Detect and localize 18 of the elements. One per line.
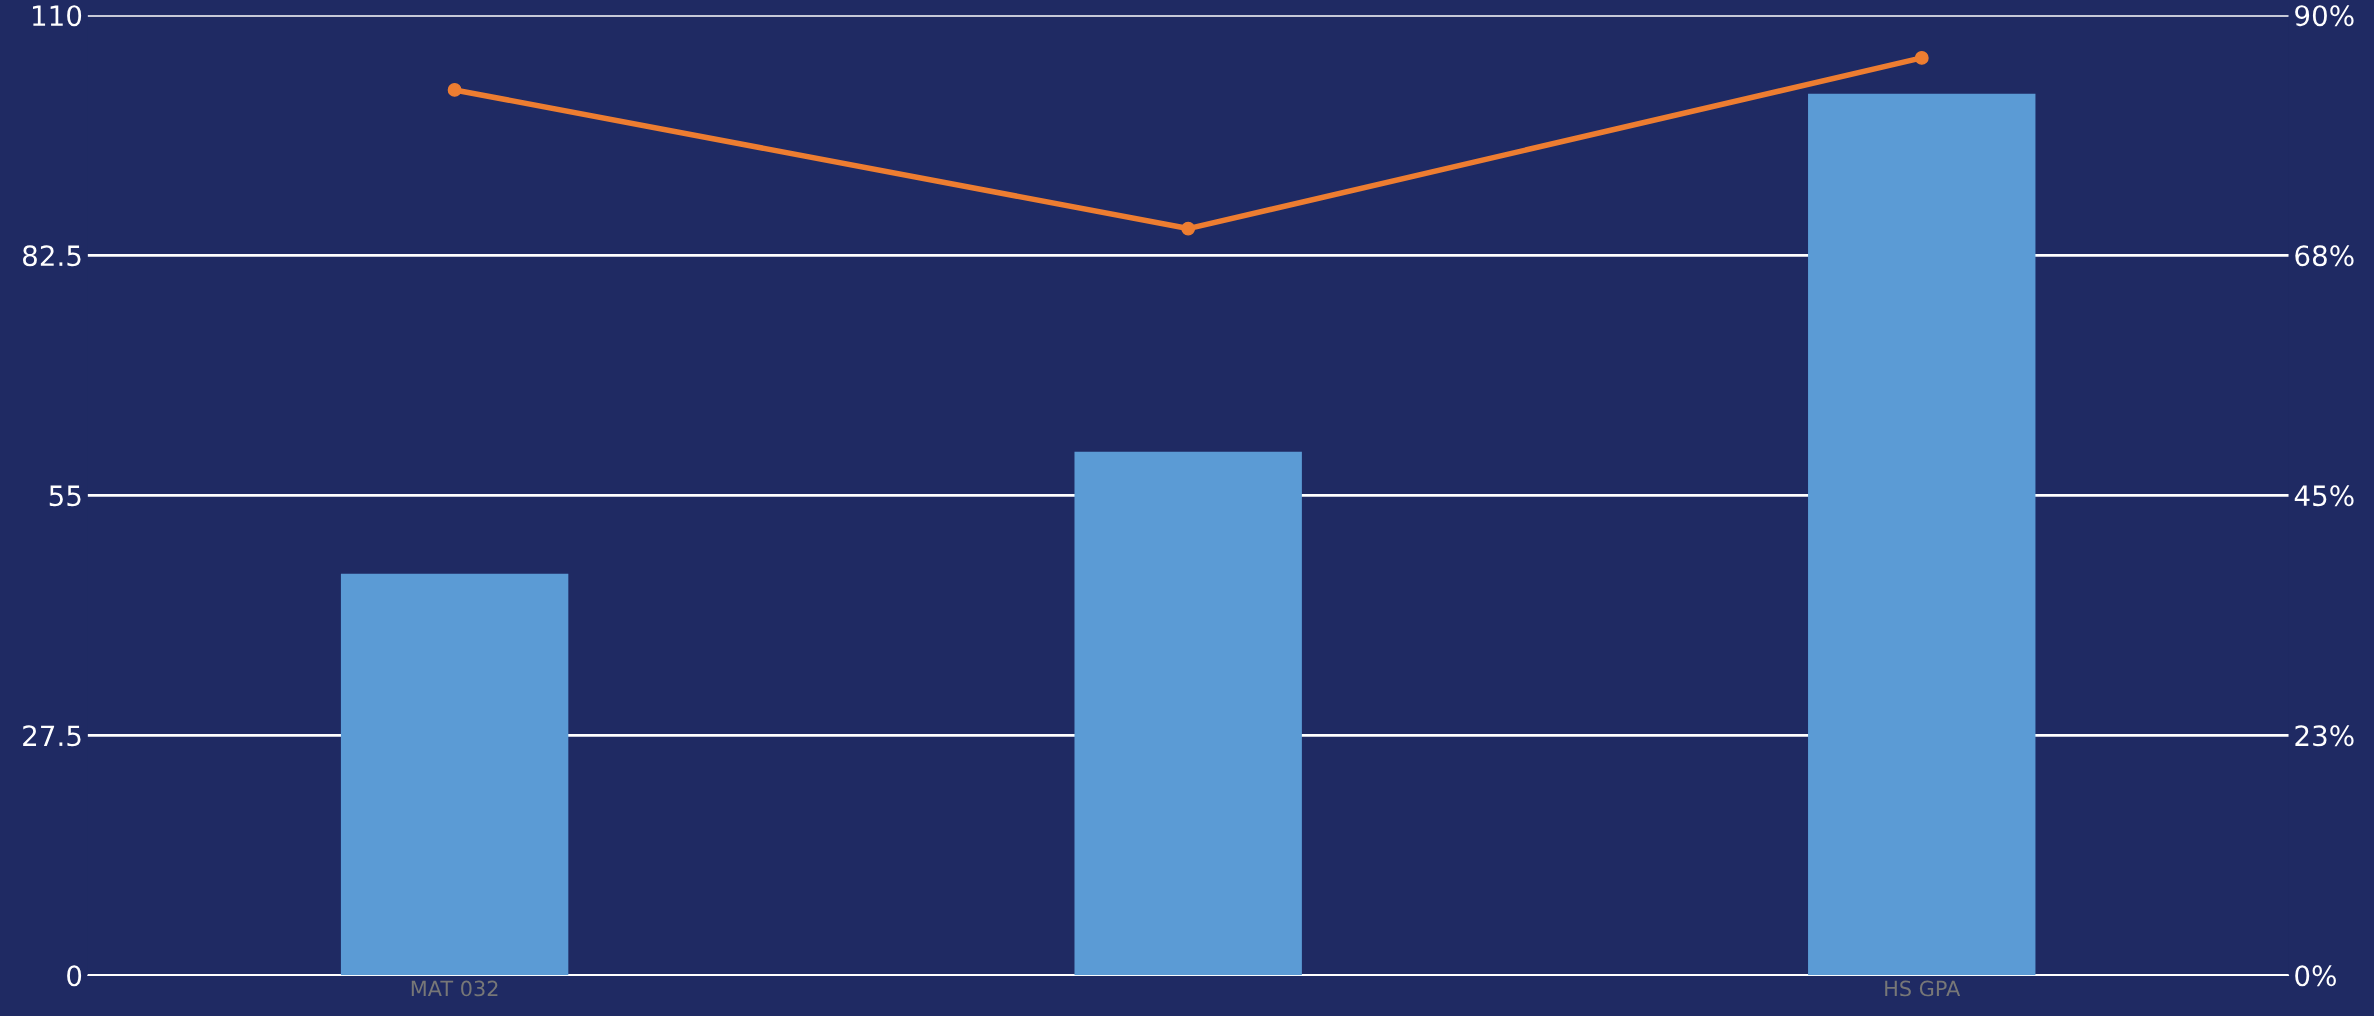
y-tick-label: 110 bbox=[33, 5, 82, 27]
y2-tick-label: 90% bbox=[2295, 5, 2354, 27]
y-tick-label: 27.5 bbox=[23, 725, 81, 747]
y-tick-label: 55 bbox=[49, 485, 81, 507]
x-tick-label: MAT 032 bbox=[411, 980, 498, 997]
y-tick-label: 0 bbox=[67, 965, 82, 987]
y2-tick-label: 23% bbox=[2295, 725, 2354, 747]
point bbox=[1914, 50, 1929, 65]
bar bbox=[1074, 451, 1302, 976]
point bbox=[1181, 221, 1196, 236]
bar bbox=[340, 573, 569, 976]
y2-tick-label: 0% bbox=[2295, 965, 2336, 987]
y-tick-label: 82.5 bbox=[23, 245, 81, 267]
point bbox=[447, 82, 462, 97]
x-tick-label: HS GPA bbox=[1885, 980, 1961, 997]
y2-tick-label: 45% bbox=[2294, 485, 2354, 507]
bar bbox=[1808, 93, 2036, 976]
y2-tick-label: 68% bbox=[2295, 245, 2354, 267]
